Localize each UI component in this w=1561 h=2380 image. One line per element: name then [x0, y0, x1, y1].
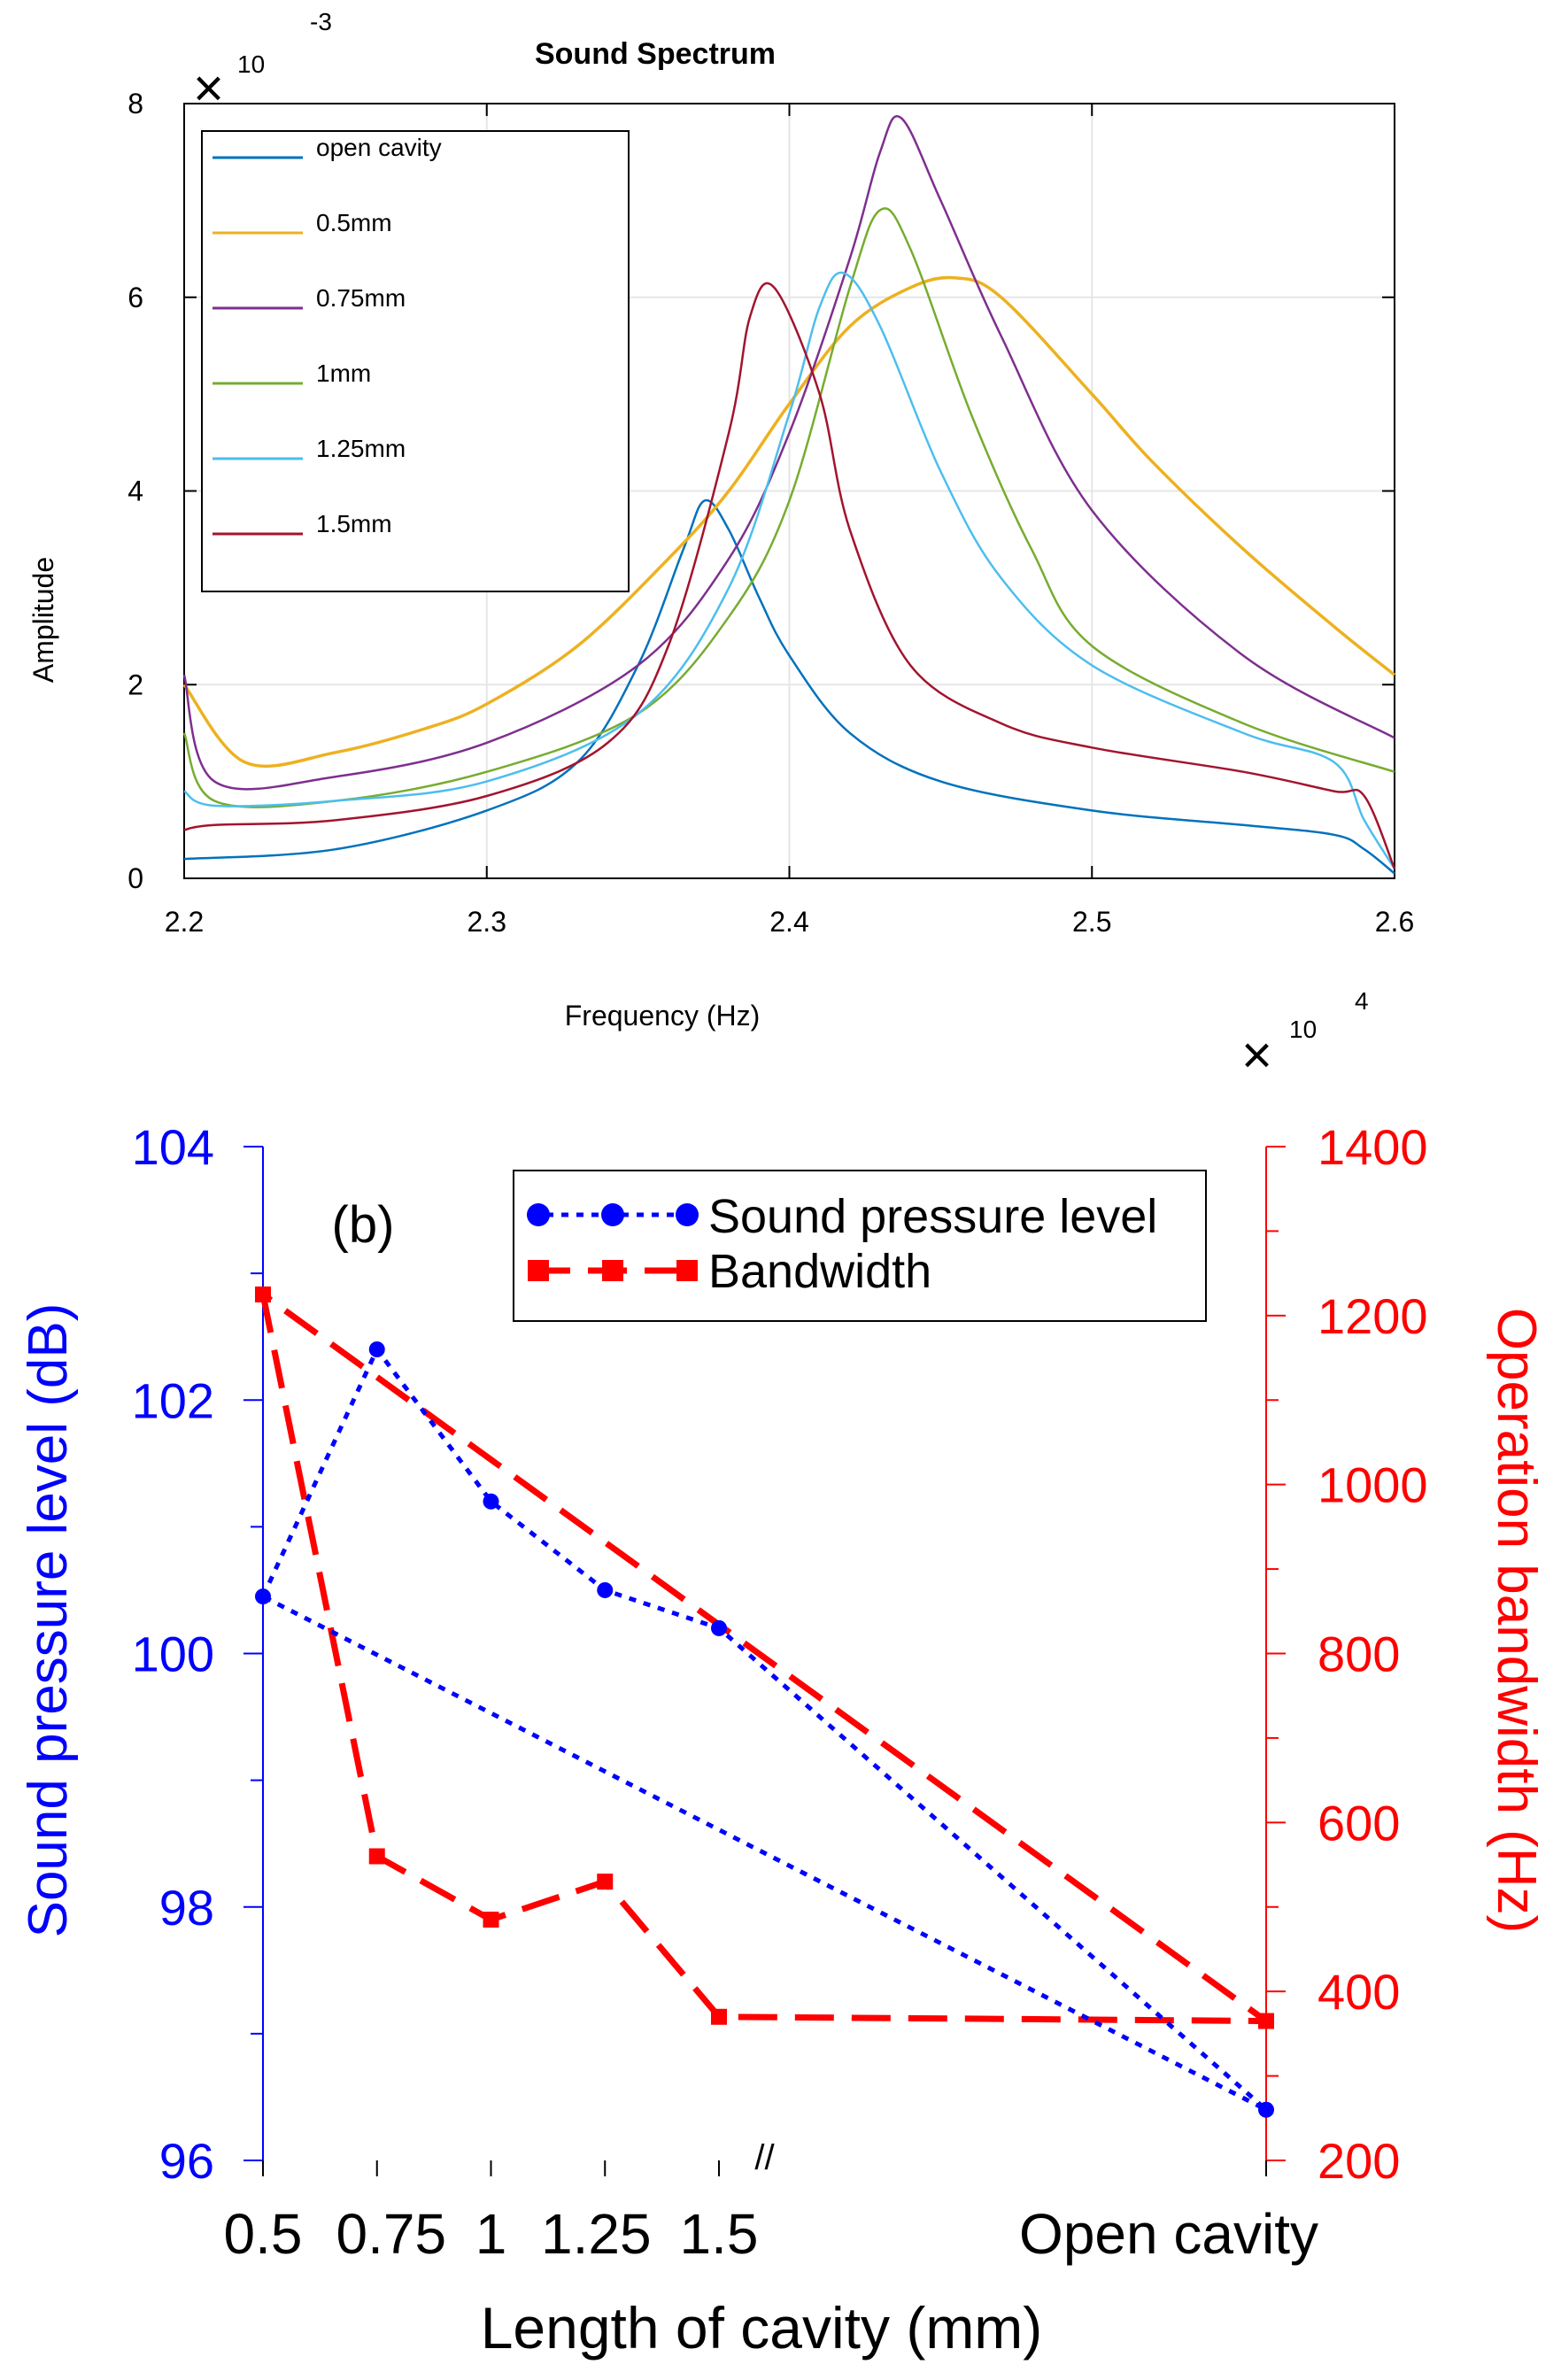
- top-y-tick-label: 6: [128, 282, 143, 313]
- x-tick-label: 1.25: [541, 2202, 652, 2266]
- right-y-tick-label: 400: [1318, 1964, 1400, 2020]
- panel-label: (b): [332, 1196, 395, 1254]
- left-y-tick-label: 98: [159, 1880, 214, 1936]
- left-y-tick-label: 104: [132, 1119, 214, 1175]
- top-y-tick-label: 0: [128, 862, 143, 894]
- top-x-tick-label: 2.4: [769, 906, 808, 938]
- spectrum-line-1-5mm: [183, 282, 1396, 869]
- bandwidth-marker: [711, 2008, 727, 2025]
- legend-label: 1mm: [316, 359, 371, 387]
- legend-label: 0.75mm: [316, 284, 406, 312]
- right-y-tick-label: 600: [1318, 1795, 1400, 1851]
- spl-marker: [1258, 2101, 1274, 2118]
- top-legend: open cavity 0.5mm 0.75mm 1mm 1.25mm 1.5mm: [201, 130, 630, 592]
- spl-marker: [711, 1619, 727, 1636]
- x-tick-label: 1: [475, 2202, 507, 2266]
- legend-bandwidth-swatch-marker: [676, 1260, 698, 1281]
- top-y-tick-label: 4: [128, 475, 143, 507]
- legend-spl-swatch-marker: [527, 1203, 550, 1226]
- legend-bandwidth-swatch-marker: [602, 1260, 623, 1281]
- spl-bandwidth-chart: 96 98 100 102 104 200 400 600 800 1000 1200 1400 0.5…: [18, 1119, 1547, 2361]
- x-multiplier-exponent: 4: [1355, 987, 1369, 1015]
- legend-label: 1.5mm: [316, 510, 392, 537]
- spectrum-line-0-5mm: [182, 275, 1396, 769]
- legend-label: 0.5mm: [316, 209, 392, 236]
- x-tick-label: 0.5: [224, 2202, 303, 2266]
- top-x-tick-label: 2.2: [165, 906, 204, 938]
- legend-spl-swatch-marker: [601, 1203, 624, 1226]
- right-y-tick-label: 800: [1318, 1627, 1400, 1682]
- top-y-axis-label: Amplitude: [27, 557, 59, 683]
- legend-spl-label: Sound pressure level: [708, 1190, 1157, 1243]
- right-y-tick-label: 1200: [1318, 1288, 1428, 1344]
- x-multiplier-mark: ×: [1241, 1025, 1272, 1085]
- spectrum-line-open-cavity: [183, 498, 1395, 875]
- legend-bandwidth-label: Bandwidth: [708, 1245, 931, 1298]
- right-y-tick-label: 1400: [1318, 1119, 1428, 1175]
- spl-marker: [483, 1493, 499, 1510]
- top-series: [182, 115, 1396, 875]
- legend-label: open cavity: [316, 134, 442, 161]
- legend-label: 1.25mm: [316, 435, 406, 462]
- top-x-tick-label: 2.6: [1375, 906, 1414, 938]
- y-multiplier-base: 10: [237, 50, 265, 78]
- right-y-axis-label: Operation bandwidth (Hz): [1486, 1308, 1547, 1933]
- top-legend-box: [201, 130, 630, 592]
- top-x-tick-label: 2.5: [1072, 906, 1111, 938]
- bandwidth-marker: [597, 1874, 614, 1890]
- bandwidth-marker: [368, 1848, 385, 1865]
- bottom-axes: 96 98 100 102 104 200 400 600 800 1000 1200 1400 0.5…: [132, 1119, 1428, 2266]
- bottom-series: [255, 1286, 1274, 2118]
- y-multiplier-mark: ×: [193, 58, 224, 118]
- spl-line: [260, 1347, 1269, 2113]
- top-y-tick-label: 2: [128, 668, 143, 700]
- bottom-x-axis-label: Length of cavity (mm): [481, 2295, 1043, 2361]
- x-tick-label: 0.75: [336, 2202, 446, 2266]
- legend-bandwidth-swatch-marker: [528, 1260, 549, 1281]
- bandwidth-marker: [483, 1912, 499, 1928]
- spl-marker: [368, 1341, 385, 1357]
- left-y-axis-label: Sound pressure level (dB): [18, 1303, 79, 1938]
- bandwidth-line: [259, 1292, 1270, 2025]
- bandwidth-marker: [255, 1286, 271, 1302]
- legend-spl-swatch-marker: [676, 1203, 699, 1226]
- left-y-tick-label: 102: [132, 1372, 214, 1428]
- top-y-tick-label: 8: [128, 88, 143, 120]
- top-chart-title: Sound Spectrum: [535, 37, 776, 71]
- top-x-axis-label: Frequency (Hz): [565, 1000, 761, 1032]
- spectrum-line-1-25mm: [183, 271, 1396, 869]
- spectrum-line-1mm: [182, 207, 1395, 808]
- bandwidth-marker: [1258, 2013, 1274, 2029]
- spl-marker: [597, 1581, 614, 1598]
- right-y-tick-label: 1000: [1318, 1457, 1428, 1513]
- spl-marker: [255, 1588, 271, 1605]
- left-y-tick-label: 96: [159, 2133, 214, 2189]
- bottom-legend-box: [513, 1170, 1207, 1322]
- top-x-tick-label: 2.3: [468, 906, 506, 938]
- axis-break-mark: //: [754, 2138, 775, 2177]
- sound-spectrum-chart: 2.2 2.3 2.4 2.5 2.6 0 2 4 6 8 Sound Spectrum Ampl…: [27, 8, 1414, 1085]
- y-multiplier-exponent: -3: [310, 8, 332, 35]
- top-ticks: 2.2 2.3 2.4 2.5 2.6 0 2 4 6 8: [128, 88, 1414, 938]
- right-y-tick-label: 200: [1318, 2133, 1400, 2189]
- left-y-tick-label: 100: [132, 1627, 214, 1682]
- x-tick-label: Open cavity: [1019, 2202, 1318, 2266]
- x-tick-label: 1.5: [680, 2202, 759, 2266]
- x-multiplier-base: 10: [1289, 1016, 1317, 1043]
